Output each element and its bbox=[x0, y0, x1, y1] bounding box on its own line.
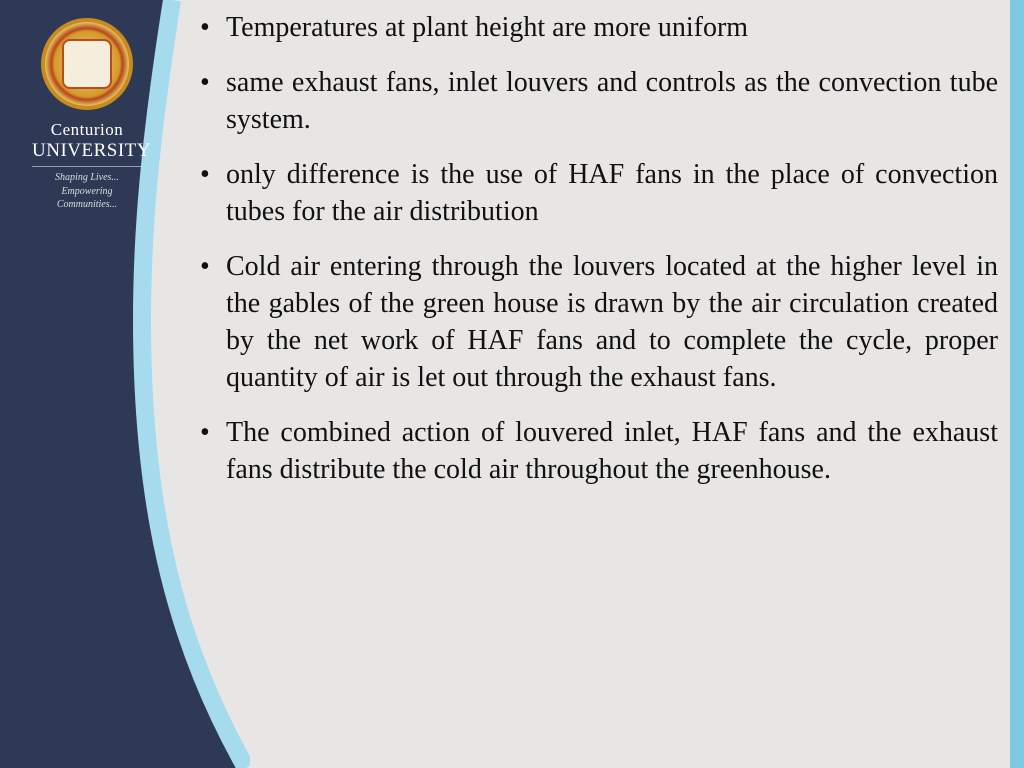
list-item: Temperatures at plant height are more un… bbox=[190, 10, 998, 47]
list-item: only difference is the use of HAF fans i… bbox=[190, 157, 998, 231]
list-item: Cold air entering through the louvers lo… bbox=[190, 249, 998, 397]
bullet-list: Temperatures at plant height are more un… bbox=[190, 10, 998, 488]
university-name-line2: UNIVERSITY bbox=[32, 140, 142, 167]
tagline-line1: Shaping Lives... bbox=[32, 171, 142, 185]
slide-content: Temperatures at plant height are more un… bbox=[190, 10, 998, 758]
slide: Centurion UNIVERSITY Shaping Lives... Em… bbox=[0, 0, 1024, 768]
logo-block: Centurion UNIVERSITY Shaping Lives... Em… bbox=[32, 18, 142, 212]
tagline-line2: Empowering Communities... bbox=[32, 185, 142, 212]
university-tagline: Shaping Lives... Empowering Communities.… bbox=[32, 171, 142, 212]
list-item: same exhaust fans, inlet louvers and con… bbox=[190, 65, 998, 139]
list-item: The combined action of louvered inlet, H… bbox=[190, 415, 998, 489]
university-name: Centurion UNIVERSITY bbox=[32, 120, 142, 167]
university-seal-icon bbox=[41, 18, 133, 110]
right-accent-bar bbox=[1010, 0, 1024, 768]
university-name-line1: Centurion bbox=[32, 120, 142, 140]
